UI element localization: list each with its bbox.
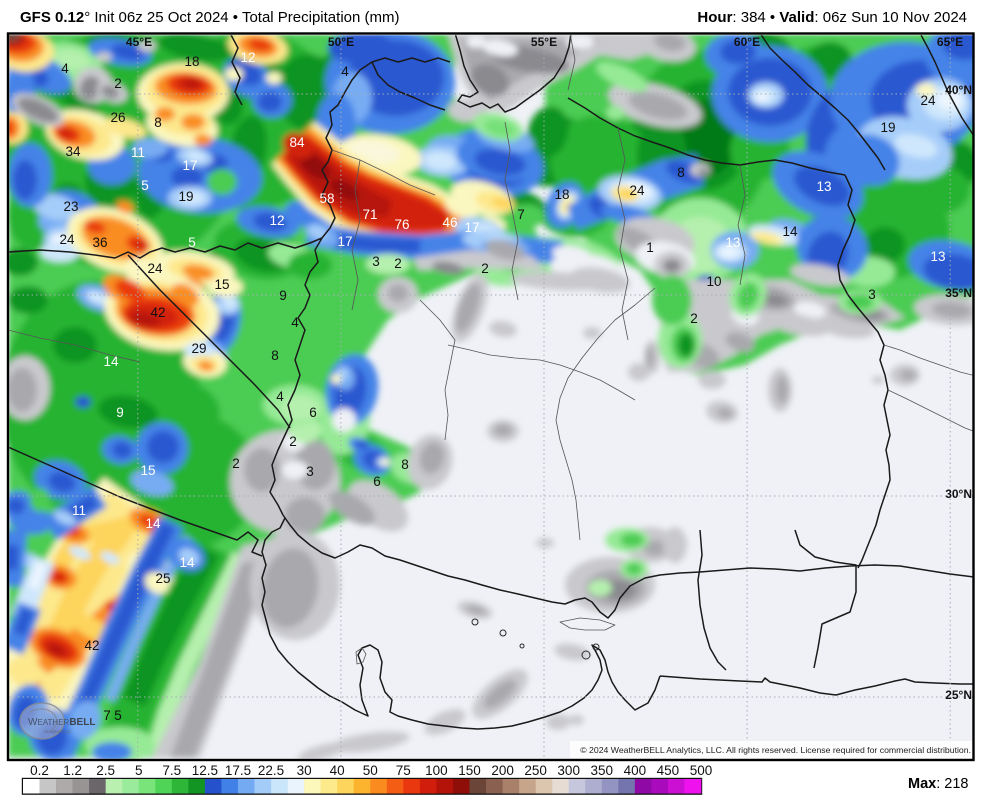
svg-text:3: 3 [306,464,314,479]
svg-text:60°E: 60°E [734,35,760,49]
svg-text:55°E: 55°E [531,35,557,49]
svg-text:22.5: 22.5 [258,763,284,778]
svg-text:0.2: 0.2 [30,763,49,778]
svg-text:11: 11 [72,503,86,518]
svg-text:2: 2 [481,261,489,276]
svg-text:17: 17 [464,220,479,235]
svg-text:4: 4 [291,315,299,330]
svg-text:58: 58 [319,191,334,206]
svg-text:34: 34 [65,144,81,159]
svg-text:29: 29 [191,341,206,356]
svg-text:5: 5 [135,763,143,778]
svg-text:24: 24 [920,93,936,108]
svg-text:150: 150 [458,763,481,778]
svg-text:25: 25 [155,571,170,586]
svg-text:12: 12 [269,213,284,228]
svg-text:2.5: 2.5 [96,763,115,778]
svg-text:7: 7 [103,708,111,723]
svg-text:17: 17 [182,158,197,173]
svg-text:11: 11 [131,145,145,160]
svg-text:300: 300 [557,763,580,778]
svg-text:Analytics LLC: Analytics LLC [44,729,72,734]
svg-text:12.5: 12.5 [192,763,218,778]
svg-text:30: 30 [297,763,312,778]
svg-text:4: 4 [276,389,284,404]
svg-text:18: 18 [184,54,199,69]
svg-text:2: 2 [232,456,240,471]
svg-text:15: 15 [140,463,155,478]
svg-text:45°E: 45°E [126,35,152,49]
svg-text:14: 14 [103,354,119,369]
svg-text:6: 6 [309,405,317,420]
svg-text:4: 4 [341,64,349,79]
svg-text:500: 500 [690,763,713,778]
svg-text:2: 2 [289,434,297,449]
svg-text:17.5: 17.5 [225,763,251,778]
svg-text:14: 14 [179,555,195,570]
svg-text:3: 3 [372,254,380,269]
svg-text:19: 19 [880,120,895,135]
svg-text:25°N: 25°N [945,688,972,702]
svg-text:35°N: 35°N [945,286,972,300]
svg-text:13: 13 [725,235,740,250]
svg-text:50°E: 50°E [328,35,354,49]
svg-text:26: 26 [110,110,125,125]
svg-text:24: 24 [147,261,163,276]
svg-text:14: 14 [145,516,161,531]
svg-text:WEATHERBELL: WEATHERBELL [28,717,95,728]
svg-text:40: 40 [330,763,345,778]
svg-text:76: 76 [394,217,409,232]
svg-text:1: 1 [646,240,654,255]
svg-text:2: 2 [114,76,122,91]
svg-text:2: 2 [690,311,698,326]
svg-text:250: 250 [524,763,547,778]
svg-text:24: 24 [59,232,75,247]
svg-text:10: 10 [706,274,721,289]
svg-text:400: 400 [624,763,647,778]
svg-text:36: 36 [92,235,107,250]
svg-text:12: 12 [240,50,255,65]
svg-text:42: 42 [84,638,99,653]
svg-text:8: 8 [154,115,162,130]
svg-text:65°E: 65°E [937,35,963,49]
svg-text:9: 9 [116,405,124,420]
svg-text:8: 8 [271,348,279,363]
svg-text:8: 8 [677,165,685,180]
svg-text:71: 71 [362,207,377,222]
svg-text:23: 23 [63,199,78,214]
svg-text:4: 4 [61,61,69,76]
svg-text:100: 100 [425,763,448,778]
svg-text:13: 13 [816,179,831,194]
svg-text:75: 75 [396,763,411,778]
svg-text:5: 5 [141,178,149,193]
svg-text:13: 13 [930,249,945,264]
svg-text:42: 42 [150,305,165,320]
svg-text:5: 5 [114,708,122,723]
svg-text:30°N: 30°N [945,487,972,501]
svg-text:40°N: 40°N [945,83,972,97]
svg-text:7.5: 7.5 [162,763,181,778]
svg-text:84: 84 [289,135,305,150]
svg-text:17: 17 [337,234,352,249]
svg-text:9: 9 [279,288,287,303]
svg-text:50: 50 [363,763,378,778]
svg-text:Max: 218: Max: 218 [908,776,968,792]
svg-text:19: 19 [178,189,193,204]
svg-text:46: 46 [442,215,457,230]
svg-text:15: 15 [214,277,229,292]
svg-text:5: 5 [188,235,196,250]
svg-text:6: 6 [373,474,381,489]
svg-text:350: 350 [591,763,614,778]
svg-text:8: 8 [401,457,409,472]
svg-text:2: 2 [394,256,402,271]
svg-text:14: 14 [782,224,798,239]
svg-text:3: 3 [868,287,876,302]
svg-text:450: 450 [657,763,680,778]
svg-text:1.2: 1.2 [63,763,82,778]
svg-text:200: 200 [491,763,514,778]
svg-text:24: 24 [629,183,645,198]
svg-text:7: 7 [517,207,525,222]
svg-text:© 2024 WeatherBELL Analytics,: © 2024 WeatherBELL Analytics, LLC. All r… [580,745,971,755]
svg-text:18: 18 [554,187,569,202]
